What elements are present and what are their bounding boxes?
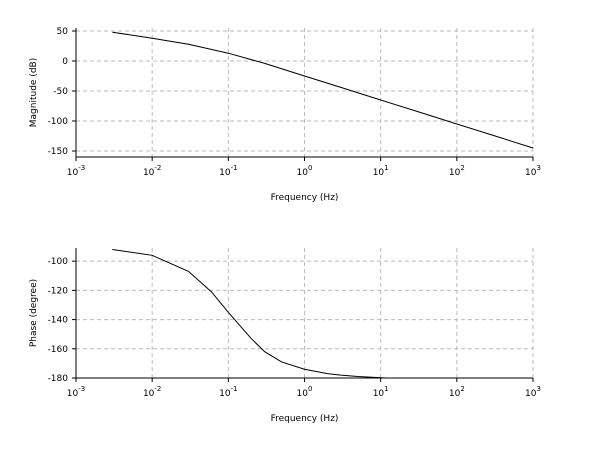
x-tick-label: 100 <box>297 385 313 399</box>
x-tick-base: 10 <box>143 168 155 178</box>
y-tick-label: -180 <box>48 374 69 384</box>
x-tick-base: 10 <box>67 389 79 399</box>
x-tick-base: 10 <box>449 389 461 399</box>
x-tick-base: 10 <box>297 168 309 178</box>
y-tick-label: -120 <box>48 286 69 296</box>
x-tick-exponent: -2 <box>154 385 161 393</box>
x-axis-label: Frequency (Hz) <box>271 193 339 203</box>
x-tick-exponent: 0 <box>308 164 312 172</box>
x-tick-exponent: -2 <box>154 164 161 172</box>
y-tick-label: -100 <box>48 257 69 267</box>
x-tick-exponent: -1 <box>231 164 238 172</box>
y-tick-label: -100 <box>48 117 69 127</box>
x-tick-exponent: -3 <box>78 164 85 172</box>
x-tick-base: 10 <box>449 168 461 178</box>
data-line <box>112 31 534 149</box>
x-tick-base: 10 <box>373 389 385 399</box>
x-tick-exponent: -3 <box>78 385 85 393</box>
x-tick-label: 103 <box>525 164 541 178</box>
x-tick-base: 10 <box>219 389 231 399</box>
data-line <box>112 248 387 379</box>
x-tick-base: 10 <box>219 168 231 178</box>
y-tick-label: 50 <box>57 27 69 37</box>
x-tick-exponent: 3 <box>536 164 540 172</box>
x-tick-base: 10 <box>525 168 537 178</box>
x-tick-base: 10 <box>373 168 385 178</box>
x-tick-label: 10-1 <box>219 164 237 178</box>
x-tick-exponent: 1 <box>384 385 388 393</box>
x-tick-exponent: -1 <box>231 385 238 393</box>
x-tick-label: 100 <box>297 164 313 178</box>
y-tick-label: -140 <box>48 316 69 326</box>
x-tick-label: 102 <box>449 164 465 178</box>
x-tick-label: 102 <box>449 385 465 399</box>
x-tick-base: 10 <box>67 168 79 178</box>
x-tick-base: 10 <box>143 389 155 399</box>
y-tick-label: -160 <box>48 345 69 355</box>
x-tick-base: 10 <box>297 389 309 399</box>
y-tick-label: -50 <box>53 87 68 97</box>
x-tick-label: 10-2 <box>143 385 161 399</box>
x-tick-label: 101 <box>373 385 389 399</box>
x-tick-label: 10-1 <box>219 385 237 399</box>
x-tick-exponent: 3 <box>536 385 540 393</box>
x-tick-label: 10-3 <box>67 385 85 399</box>
x-tick-exponent: 2 <box>460 385 464 393</box>
y-axis-label: Phase (degree) <box>29 279 39 347</box>
x-tick-label: 101 <box>373 164 389 178</box>
y-tick-label: 0 <box>62 57 68 67</box>
x-tick-exponent: 0 <box>308 385 312 393</box>
x-tick-base: 10 <box>525 389 537 399</box>
y-tick-label: -150 <box>48 147 69 157</box>
y-axis-label: Magnitude (dB) <box>29 58 39 127</box>
x-tick-label: 103 <box>525 385 541 399</box>
x-tick-exponent: 2 <box>460 164 464 172</box>
x-tick-label: 10-3 <box>67 164 85 178</box>
x-axis-label: Frequency (Hz) <box>271 414 339 424</box>
x-tick-label: 10-2 <box>143 164 161 178</box>
x-tick-exponent: 1 <box>384 164 388 172</box>
